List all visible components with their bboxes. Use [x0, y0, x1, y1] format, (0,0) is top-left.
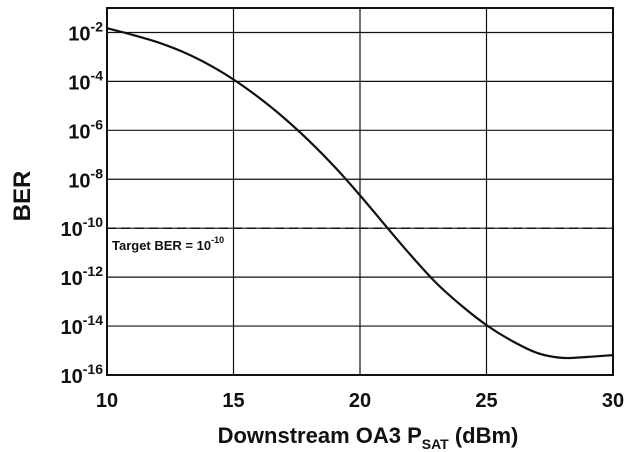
x-tick-label: 20: [349, 390, 371, 412]
plot-frame: [106, 7, 614, 376]
x-tick-labels: 10 15 20 25 30: [96, 390, 624, 412]
y-tick-labels: 10-2 10-4 10-6 10-8 10-10 10-12 10-14 10-16: [61, 18, 104, 388]
target-ber-annotation-exponent: -10: [211, 235, 224, 245]
y-tick-label: 10-2: [68, 18, 103, 45]
y-tick-label: 10-4: [68, 67, 103, 94]
x-tick-label: 10: [96, 390, 118, 412]
ber-curve: [106, 27, 614, 360]
y-axis-label: BER: [9, 171, 36, 222]
y-tick-label: 10-12: [61, 263, 104, 290]
x-tick-label: 30: [602, 390, 624, 412]
y-tick-label: 10-16: [61, 361, 104, 388]
x-tick-label: 25: [475, 390, 497, 412]
target-ber-annotation: Target BER = 10-10: [112, 235, 224, 253]
y-tick-label: 10-8: [68, 165, 103, 192]
y-tick-label: 10-10: [61, 214, 104, 241]
y-tick-label: 10-14: [61, 312, 104, 339]
y-tick-label: 10-6: [68, 116, 103, 143]
series-group: [106, 27, 614, 360]
x-axis-label-main: Downstream OA3 P: [218, 423, 422, 448]
x-axis-label: Downstream OA3 PSAT (dBm): [218, 423, 519, 452]
x-tick-label: 15: [222, 390, 244, 412]
x-axis-label-suffix: (dBm): [449, 423, 519, 448]
target-ber-annotation-text: Target BER = 10: [112, 238, 211, 253]
x-axis-label-sub: SAT: [422, 436, 449, 452]
